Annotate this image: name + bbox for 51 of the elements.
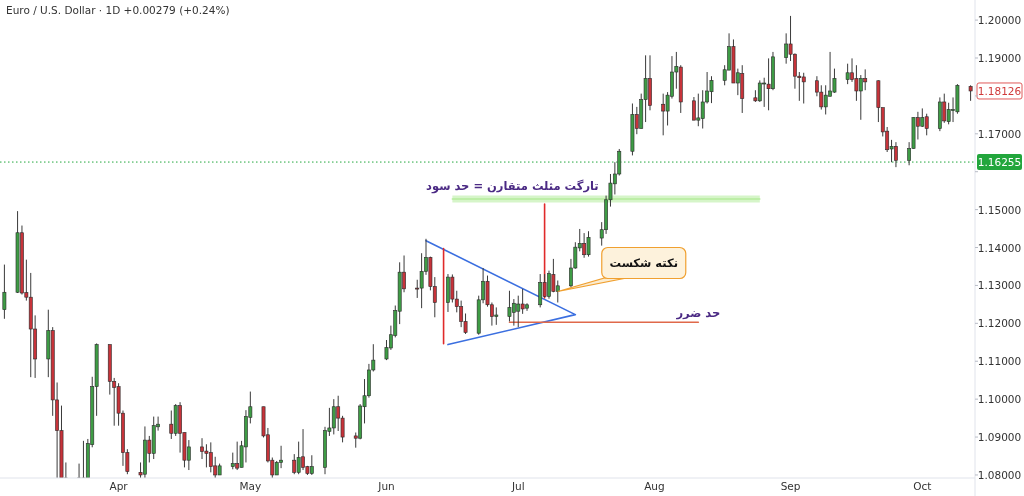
- annotation: نکته شکست: [609, 255, 679, 270]
- y-tick-label: 1.14000: [977, 241, 1022, 254]
- candlestick: [709, 75, 714, 104]
- y-tick-label: 1.08000: [977, 468, 1022, 481]
- x-tick-label: Oct: [913, 480, 932, 492]
- candlestick: [520, 288, 525, 315]
- x-tick-label: Sep: [780, 480, 801, 492]
- ref-line-label: 1.16255: [977, 156, 1022, 169]
- candlestick: [235, 441, 240, 471]
- candlestick: [292, 453, 297, 475]
- x-tick-label: Aug: [644, 480, 665, 492]
- x-tick-label: May: [239, 480, 262, 492]
- candlestick: [511, 298, 516, 327]
- chart-title: Euro / U.S. Dollar · 1D +0.00279 (+0.24%): [6, 4, 230, 16]
- candlestick: [331, 398, 336, 435]
- candlestick: [213, 456, 218, 478]
- candlestick: [309, 454, 314, 476]
- candlestick: [920, 107, 925, 128]
- x-tick-label: Jul: [510, 480, 525, 492]
- annotation: حد ضرر: [675, 306, 721, 321]
- candlestick: [700, 89, 705, 129]
- y-tick-label: 1.10000: [977, 393, 1022, 406]
- y-tick-label: 1.17000: [977, 127, 1022, 140]
- candlestick: [784, 32, 789, 65]
- y-tick-label: 1.15000: [977, 203, 1022, 216]
- y-tick-label: 1.12000: [977, 317, 1022, 330]
- candlestick: [757, 79, 762, 103]
- y-tick-label: 1.11000: [977, 355, 1022, 368]
- candlestick: [2, 264, 7, 320]
- y-tick-label: 1.19000: [977, 52, 1022, 64]
- candlestick: [538, 273, 543, 308]
- candlestick: [823, 84, 828, 115]
- x-tick-label: Apr: [109, 480, 129, 492]
- candlestick: [516, 295, 521, 328]
- candlestick: [858, 74, 863, 121]
- text: 1.18126: [977, 84, 1022, 97]
- candlestick: [801, 72, 806, 104]
- candlestick: [696, 93, 701, 127]
- candlestick: [661, 93, 666, 136]
- y-tick-label: 1.09000: [977, 431, 1022, 444]
- candlestick: [208, 441, 213, 473]
- annotation: تارگت مثلث متقارن = حد سود: [426, 178, 599, 194]
- candlestick: [586, 230, 591, 258]
- x-tick-label: Jun: [377, 480, 395, 492]
- candlestick: [845, 63, 850, 85]
- candlestick: [762, 77, 767, 108]
- candlestick: [507, 290, 512, 322]
- y-tick-label: 1.20000: [977, 14, 1022, 27]
- candlestick: [863, 68, 868, 91]
- candlestick: [766, 57, 771, 111]
- y-tick-label: 1.13000: [977, 279, 1022, 292]
